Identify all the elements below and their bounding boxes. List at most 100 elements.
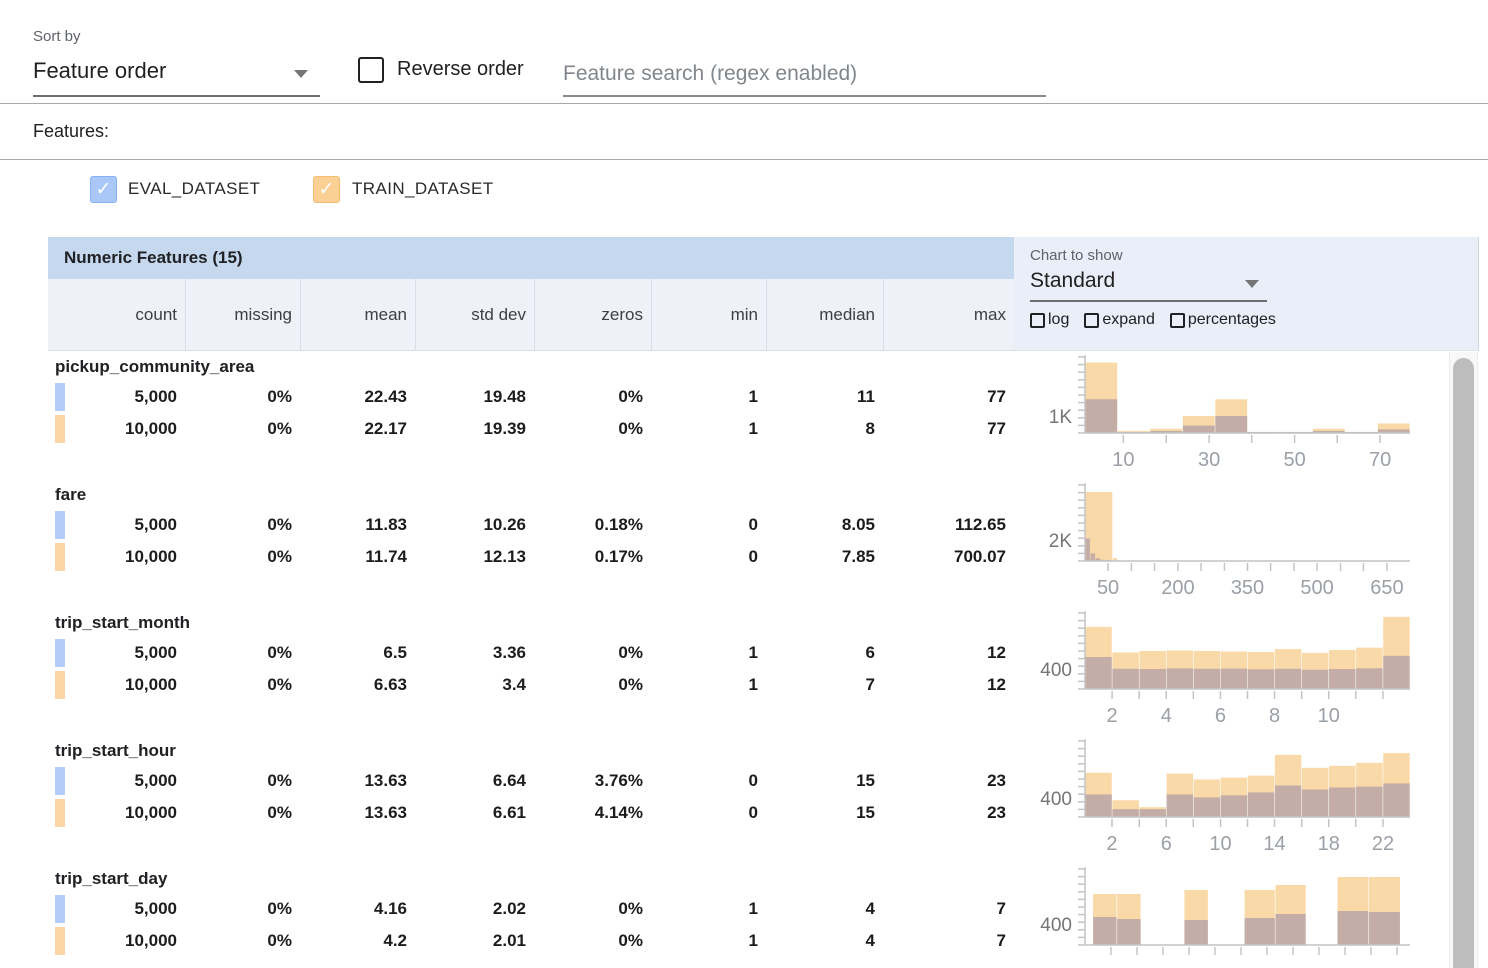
stat-value: 12 <box>987 643 1006 662</box>
dataset-color-marker <box>55 927 65 955</box>
stat-value: 3.4 <box>502 675 526 694</box>
stat-value: 6.61 <box>492 803 526 822</box>
stat-value: 4.14% <box>594 803 643 822</box>
stats-column-headers: count missing mean std dev zeros min med… <box>48 279 1014 351</box>
checkbox-icon <box>1084 312 1100 328</box>
stat-value: 0 <box>748 771 758 790</box>
stat-value: 0% <box>267 771 292 790</box>
chart-type-dropdown[interactable]: Standard <box>1030 266 1267 302</box>
checkbox-icon <box>1030 312 1045 328</box>
stat-value: 5,000 <box>134 387 177 406</box>
percentages-checkbox[interactable]: percentages <box>1169 311 1276 329</box>
check-icon: ✓ <box>95 179 112 200</box>
stat-value: 7 <box>996 931 1006 950</box>
svg-text:400: 400 <box>1040 915 1072 936</box>
feature-histogram: 1K 10 30 50 70 <box>1049 355 1410 471</box>
eval-dataset-checkbox[interactable]: ✓ <box>90 176 117 203</box>
stat-value: 0% <box>618 675 643 694</box>
dataset-color-marker <box>55 415 65 443</box>
col-count: count <box>135 304 177 324</box>
train-dataset-checkbox[interactable]: ✓ <box>313 176 340 203</box>
stat-value: 10,000 <box>125 675 177 694</box>
reverse-order-label: Reverse order <box>397 58 524 80</box>
check-icon: ✓ <box>318 179 335 200</box>
chart-to-show-label: Chart to show <box>1030 247 1123 264</box>
stat-value: 5,000 <box>134 643 177 662</box>
stat-value: 15 <box>856 771 875 790</box>
vertical-scrollbar[interactable] <box>1449 352 1478 968</box>
stat-value: 12 <box>987 675 1006 694</box>
stat-value: 23 <box>987 771 1006 790</box>
feature-name: pickup_community_area <box>55 357 255 376</box>
svg-text:2: 2 <box>1106 833 1117 855</box>
stat-value: 11.74 <box>365 547 407 566</box>
svg-text:10: 10 <box>1112 449 1134 471</box>
col-stddev: std dev <box>415 279 534 350</box>
svg-text:4: 4 <box>1161 705 1172 727</box>
features-label: Features: <box>33 121 110 141</box>
stat-value: 1 <box>748 931 758 950</box>
svg-text:50: 50 <box>1097 577 1119 599</box>
svg-text:70: 70 <box>1369 449 1391 471</box>
stat-value: 4 <box>865 931 875 950</box>
chart-options: log expand percentages <box>1030 311 1478 329</box>
stat-value: 7.85 <box>841 547 875 566</box>
dataset-color-marker <box>55 639 65 667</box>
svg-text:350: 350 <box>1231 577 1264 599</box>
sort-order-dropdown[interactable]: Feature order <box>33 50 320 97</box>
svg-text:500: 500 <box>1300 577 1333 599</box>
feature-histogram: 2K 50 200 350 500 650 <box>1049 483 1410 599</box>
checkbox-icon <box>1169 312 1185 328</box>
stat-value: 4 <box>865 899 875 918</box>
stat-row-eval: 5,000 0% 6.5 3.36 0% 1 6 12 <box>48 637 1488 669</box>
stat-value: 11 <box>857 387 875 406</box>
dataset-color-marker <box>55 799 65 827</box>
stat-row-eval: 5,000 0% 13.63 6.64 3.76% 0 15 23 <box>48 765 1488 797</box>
feature-block-pickup_community_area: pickup_community_area 5,000 0% 22.43 19.48 0%… <box>48 351 1488 479</box>
log-checkbox[interactable]: log <box>1030 311 1069 329</box>
stat-value: 23 <box>987 803 1006 822</box>
stat-value: 0 <box>748 803 758 822</box>
stat-value: 4.16 <box>373 899 407 918</box>
stat-value: 8.05 <box>841 515 875 534</box>
stat-value: 1 <box>748 899 758 918</box>
feature-search-input[interactable] <box>563 52 1046 97</box>
stat-value: 0 <box>748 547 758 566</box>
stat-value: 22.17 <box>364 419 407 438</box>
stat-row-train: 10,000 0% 6.63 3.4 0% 1 7 12 <box>48 669 1488 701</box>
scrollbar-thumb[interactable] <box>1453 358 1474 968</box>
expand-label: expand <box>1102 311 1155 328</box>
stat-value: 1 <box>748 419 758 438</box>
stat-value: 0% <box>618 643 643 662</box>
stat-value: 8 <box>865 419 875 438</box>
stat-value: 0.17% <box>594 547 643 566</box>
feature-block-trip_start_day: trip_start_day 5,000 0% 4.16 2.02 0% 1 4 7 10,000… <box>48 863 1488 968</box>
stat-value: 7 <box>996 899 1006 918</box>
stat-value: 2.01 <box>492 931 526 950</box>
stat-value: 5,000 <box>134 771 177 790</box>
stat-value: 10,000 <box>125 931 177 950</box>
svg-text:8: 8 <box>1269 705 1280 727</box>
expand-checkbox[interactable]: expand <box>1084 311 1155 329</box>
stat-row-eval: 5,000 0% 11.83 10.26 0.18% 0 8.05 112.65 <box>48 509 1488 541</box>
svg-text:50: 50 <box>1284 449 1306 471</box>
stat-value: 5,000 <box>134 899 177 918</box>
sort-toolbar: Sort by Feature order Reverse order <box>0 0 1488 104</box>
feature-block-trip_start_month: trip_start_month 5,000 0% 6.5 3.36 0% 1 6 12 10,0… <box>48 607 1488 735</box>
dataset-color-marker <box>55 671 65 699</box>
log-label: log <box>1048 311 1070 328</box>
stat-value: 0% <box>618 387 643 406</box>
chart-controls-panel: Chart to show Standard log expand percen… <box>1014 237 1479 351</box>
svg-text:1K: 1K <box>1049 407 1073 428</box>
stat-row-eval: 5,000 0% 4.16 2.02 0% 1 4 7 <box>48 893 1488 925</box>
stat-value: 0 <box>748 515 758 534</box>
feature-type-filterbar: Features: ✓ int(8) ✓ float(7) ✓ string(2… <box>0 105 1488 247</box>
stat-value: 7 <box>865 675 875 694</box>
reverse-order-checkbox[interactable] <box>358 57 384 83</box>
feature-block-fare: fare 5,000 0% 11.83 10.26 0.18% 0 8.05 112.65 10,… <box>48 479 1488 607</box>
sort-order-value: Feature order <box>33 58 167 83</box>
stat-value: 10.26 <box>483 515 526 534</box>
stat-value: 10,000 <box>125 419 177 438</box>
stat-value: 1 <box>748 387 758 406</box>
svg-text:2: 2 <box>1107 705 1118 727</box>
